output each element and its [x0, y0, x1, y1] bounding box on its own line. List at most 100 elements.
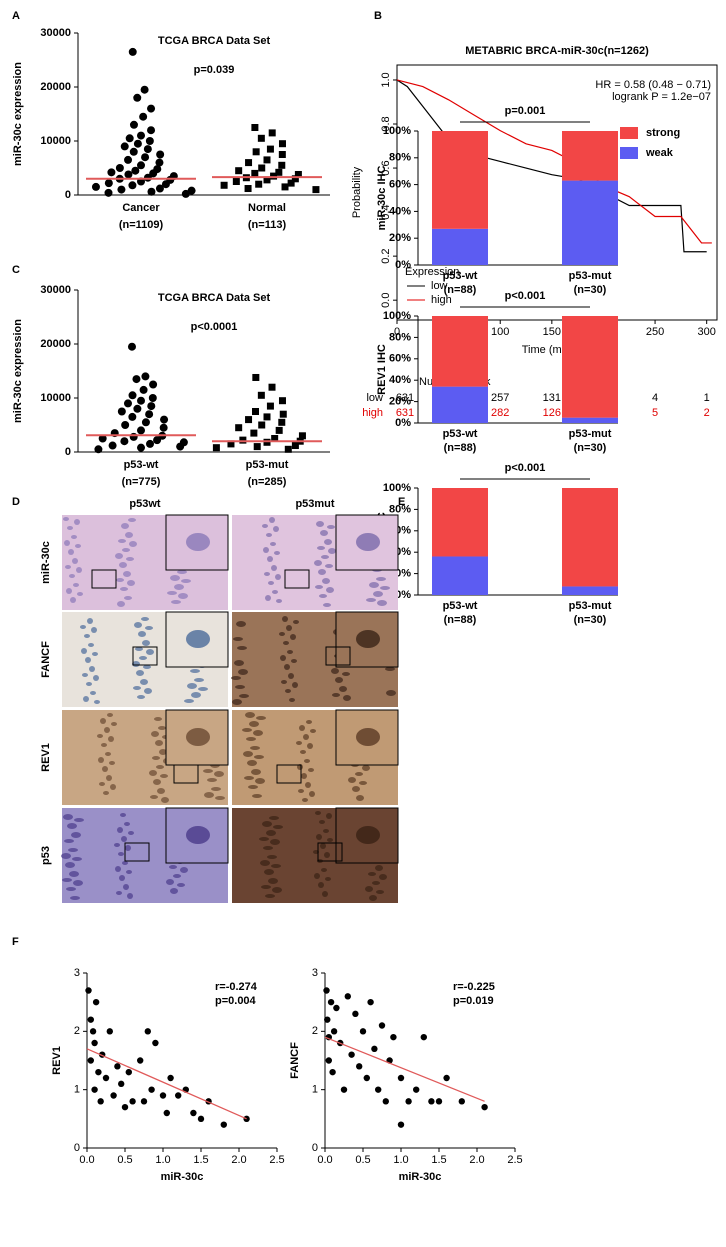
dot: [268, 383, 276, 391]
dot: [263, 438, 271, 446]
nucleus: [263, 846, 273, 850]
point: [325, 1057, 332, 1064]
nucleus: [207, 778, 217, 782]
nucleus: [75, 544, 81, 548]
nucleus: [123, 571, 131, 577]
point: [190, 1109, 197, 1117]
nucleus: [139, 656, 147, 660]
dot: [235, 167, 243, 175]
nucleus: [237, 646, 247, 650]
x-tick-note: (n=88): [444, 442, 477, 454]
nucleus: [270, 542, 276, 546]
y-tick-label: 80%: [389, 152, 411, 164]
nucleus: [314, 873, 320, 879]
nucleus: [234, 660, 244, 666]
nucleus: [305, 782, 311, 788]
x-tick-note: (n=88): [444, 614, 477, 626]
nucleus: [98, 757, 104, 763]
nucleus: [100, 718, 106, 724]
dot: [255, 180, 263, 188]
dot: [275, 168, 283, 176]
point: [329, 1068, 336, 1076]
dot: [143, 145, 152, 154]
dot: [278, 397, 286, 405]
nucleus: [150, 795, 158, 799]
nucleus: [268, 581, 274, 585]
nucleus: [97, 734, 103, 738]
nucleus: [177, 883, 185, 887]
nucleus: [154, 717, 162, 721]
dot: [220, 181, 228, 189]
nucleus: [303, 734, 309, 740]
dot: [161, 180, 170, 189]
dot: [278, 140, 286, 148]
nucleus: [319, 820, 325, 824]
bar-segment: [432, 556, 488, 595]
x-tick-label: p53-mut: [569, 270, 612, 282]
dot: [294, 170, 302, 178]
nucleus: [343, 695, 351, 701]
x-tick-note: (n=113): [248, 219, 287, 231]
y-tick-label: 60%: [389, 179, 411, 191]
plot-frame: [396, 64, 718, 321]
bar-segment: [432, 131, 488, 229]
bar-segment: [562, 417, 618, 423]
point: [363, 1074, 370, 1082]
x-tick-label: 2.5: [507, 1154, 522, 1166]
dot: [133, 139, 142, 148]
chart-title: TCGA BRCA Data Set: [158, 292, 271, 304]
nucleus: [181, 579, 191, 583]
nucleus: [204, 792, 214, 798]
nucleus: [310, 729, 316, 733]
nucleus: [366, 598, 376, 602]
nucleus: [161, 797, 169, 803]
point: [159, 1092, 167, 1099]
legend-label: high: [431, 294, 452, 306]
dot: [153, 436, 162, 445]
x-tick-label: 2.0: [231, 1154, 246, 1166]
nucleus: [321, 555, 329, 559]
nucleus: [141, 617, 149, 621]
point: [95, 1068, 102, 1076]
nucleus: [153, 779, 161, 785]
nucleus: [149, 770, 157, 776]
dot: [245, 416, 253, 424]
dot: [160, 415, 169, 424]
nucleus: [63, 517, 69, 521]
dot: [270, 172, 278, 180]
dot: [128, 391, 137, 400]
nucleus: [125, 532, 133, 538]
dot: [253, 443, 261, 451]
nucleus: [80, 625, 86, 629]
risk-row-name: high: [362, 407, 383, 419]
y-tick-label: 10000: [40, 135, 71, 147]
panel-letter: C: [12, 264, 20, 276]
annotation: r=-0.225: [453, 981, 495, 993]
point: [405, 1098, 412, 1105]
nucleus: [316, 834, 322, 840]
dot: [132, 375, 141, 384]
nucleus: [252, 794, 262, 798]
nucleus: [117, 827, 123, 833]
nucleus: [111, 722, 117, 726]
dot: [137, 131, 145, 140]
x-tick-note: (n=30): [574, 614, 607, 626]
nucleus: [285, 689, 291, 693]
dot: [281, 183, 289, 191]
nucleus: [198, 687, 208, 691]
nucleus: [352, 786, 360, 792]
nucleus: [267, 556, 273, 562]
dot: [128, 181, 137, 190]
point: [428, 1098, 435, 1105]
nucleus: [260, 860, 270, 866]
dot: [121, 421, 130, 429]
nucleus: [377, 600, 387, 606]
dot: [147, 402, 156, 411]
x-tick-label: 250: [646, 326, 664, 338]
nucleus: [72, 857, 82, 861]
nucleus: [324, 539, 332, 545]
nucleus: [368, 872, 376, 876]
point: [89, 1028, 97, 1035]
point: [344, 993, 351, 1000]
y-tick-label: 40%: [389, 205, 411, 217]
